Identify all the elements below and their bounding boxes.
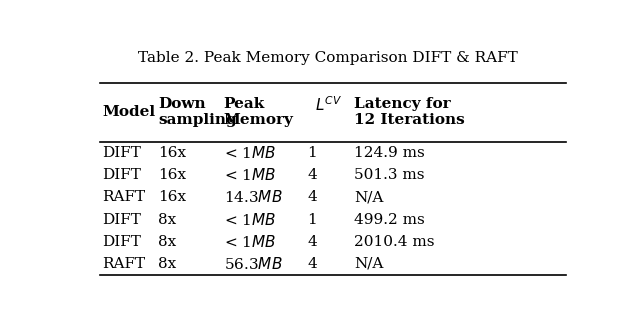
Text: 501.3 ms: 501.3 ms — [354, 168, 424, 182]
Text: Peak
Memory: Peak Memory — [223, 97, 293, 127]
Text: 8x: 8x — [158, 235, 177, 249]
Text: 16x: 16x — [158, 190, 186, 204]
Text: 499.2 ms: 499.2 ms — [354, 212, 425, 227]
Text: 56.3$MB$: 56.3$MB$ — [223, 256, 282, 272]
Text: 4: 4 — [307, 235, 317, 249]
Text: $L^{CV}$: $L^{CV}$ — [315, 96, 342, 114]
Text: 16x: 16x — [158, 146, 186, 160]
Text: DIFT: DIFT — [102, 146, 141, 160]
Text: Down
sampling: Down sampling — [158, 97, 237, 127]
Text: RAFT: RAFT — [102, 257, 145, 271]
Text: Model: Model — [102, 105, 156, 119]
Text: 4: 4 — [307, 257, 317, 271]
Text: < 1$MB$: < 1$MB$ — [223, 234, 276, 250]
Text: 16x: 16x — [158, 168, 186, 182]
Text: Latency for
12 Iterations: Latency for 12 Iterations — [354, 97, 465, 127]
Text: DIFT: DIFT — [102, 235, 141, 249]
Text: < 1$MB$: < 1$MB$ — [223, 212, 276, 228]
Text: N/A: N/A — [354, 257, 383, 271]
Text: Table 2. Peak Memory Comparison DIFT & RAFT: Table 2. Peak Memory Comparison DIFT & R… — [138, 51, 518, 65]
Text: < 1$MB$: < 1$MB$ — [223, 145, 276, 161]
Text: 1: 1 — [307, 212, 317, 227]
Text: DIFT: DIFT — [102, 212, 141, 227]
Text: 4: 4 — [307, 168, 317, 182]
Text: 14.3$MB$: 14.3$MB$ — [223, 189, 282, 205]
Text: RAFT: RAFT — [102, 190, 145, 204]
Text: 4: 4 — [307, 190, 317, 204]
Text: < 1$MB$: < 1$MB$ — [223, 167, 276, 183]
Text: 2010.4 ms: 2010.4 ms — [354, 235, 435, 249]
Text: 1: 1 — [307, 146, 317, 160]
Text: 124.9 ms: 124.9 ms — [354, 146, 425, 160]
Text: 8x: 8x — [158, 257, 177, 271]
Text: N/A: N/A — [354, 190, 383, 204]
Text: DIFT: DIFT — [102, 168, 141, 182]
Text: 8x: 8x — [158, 212, 177, 227]
